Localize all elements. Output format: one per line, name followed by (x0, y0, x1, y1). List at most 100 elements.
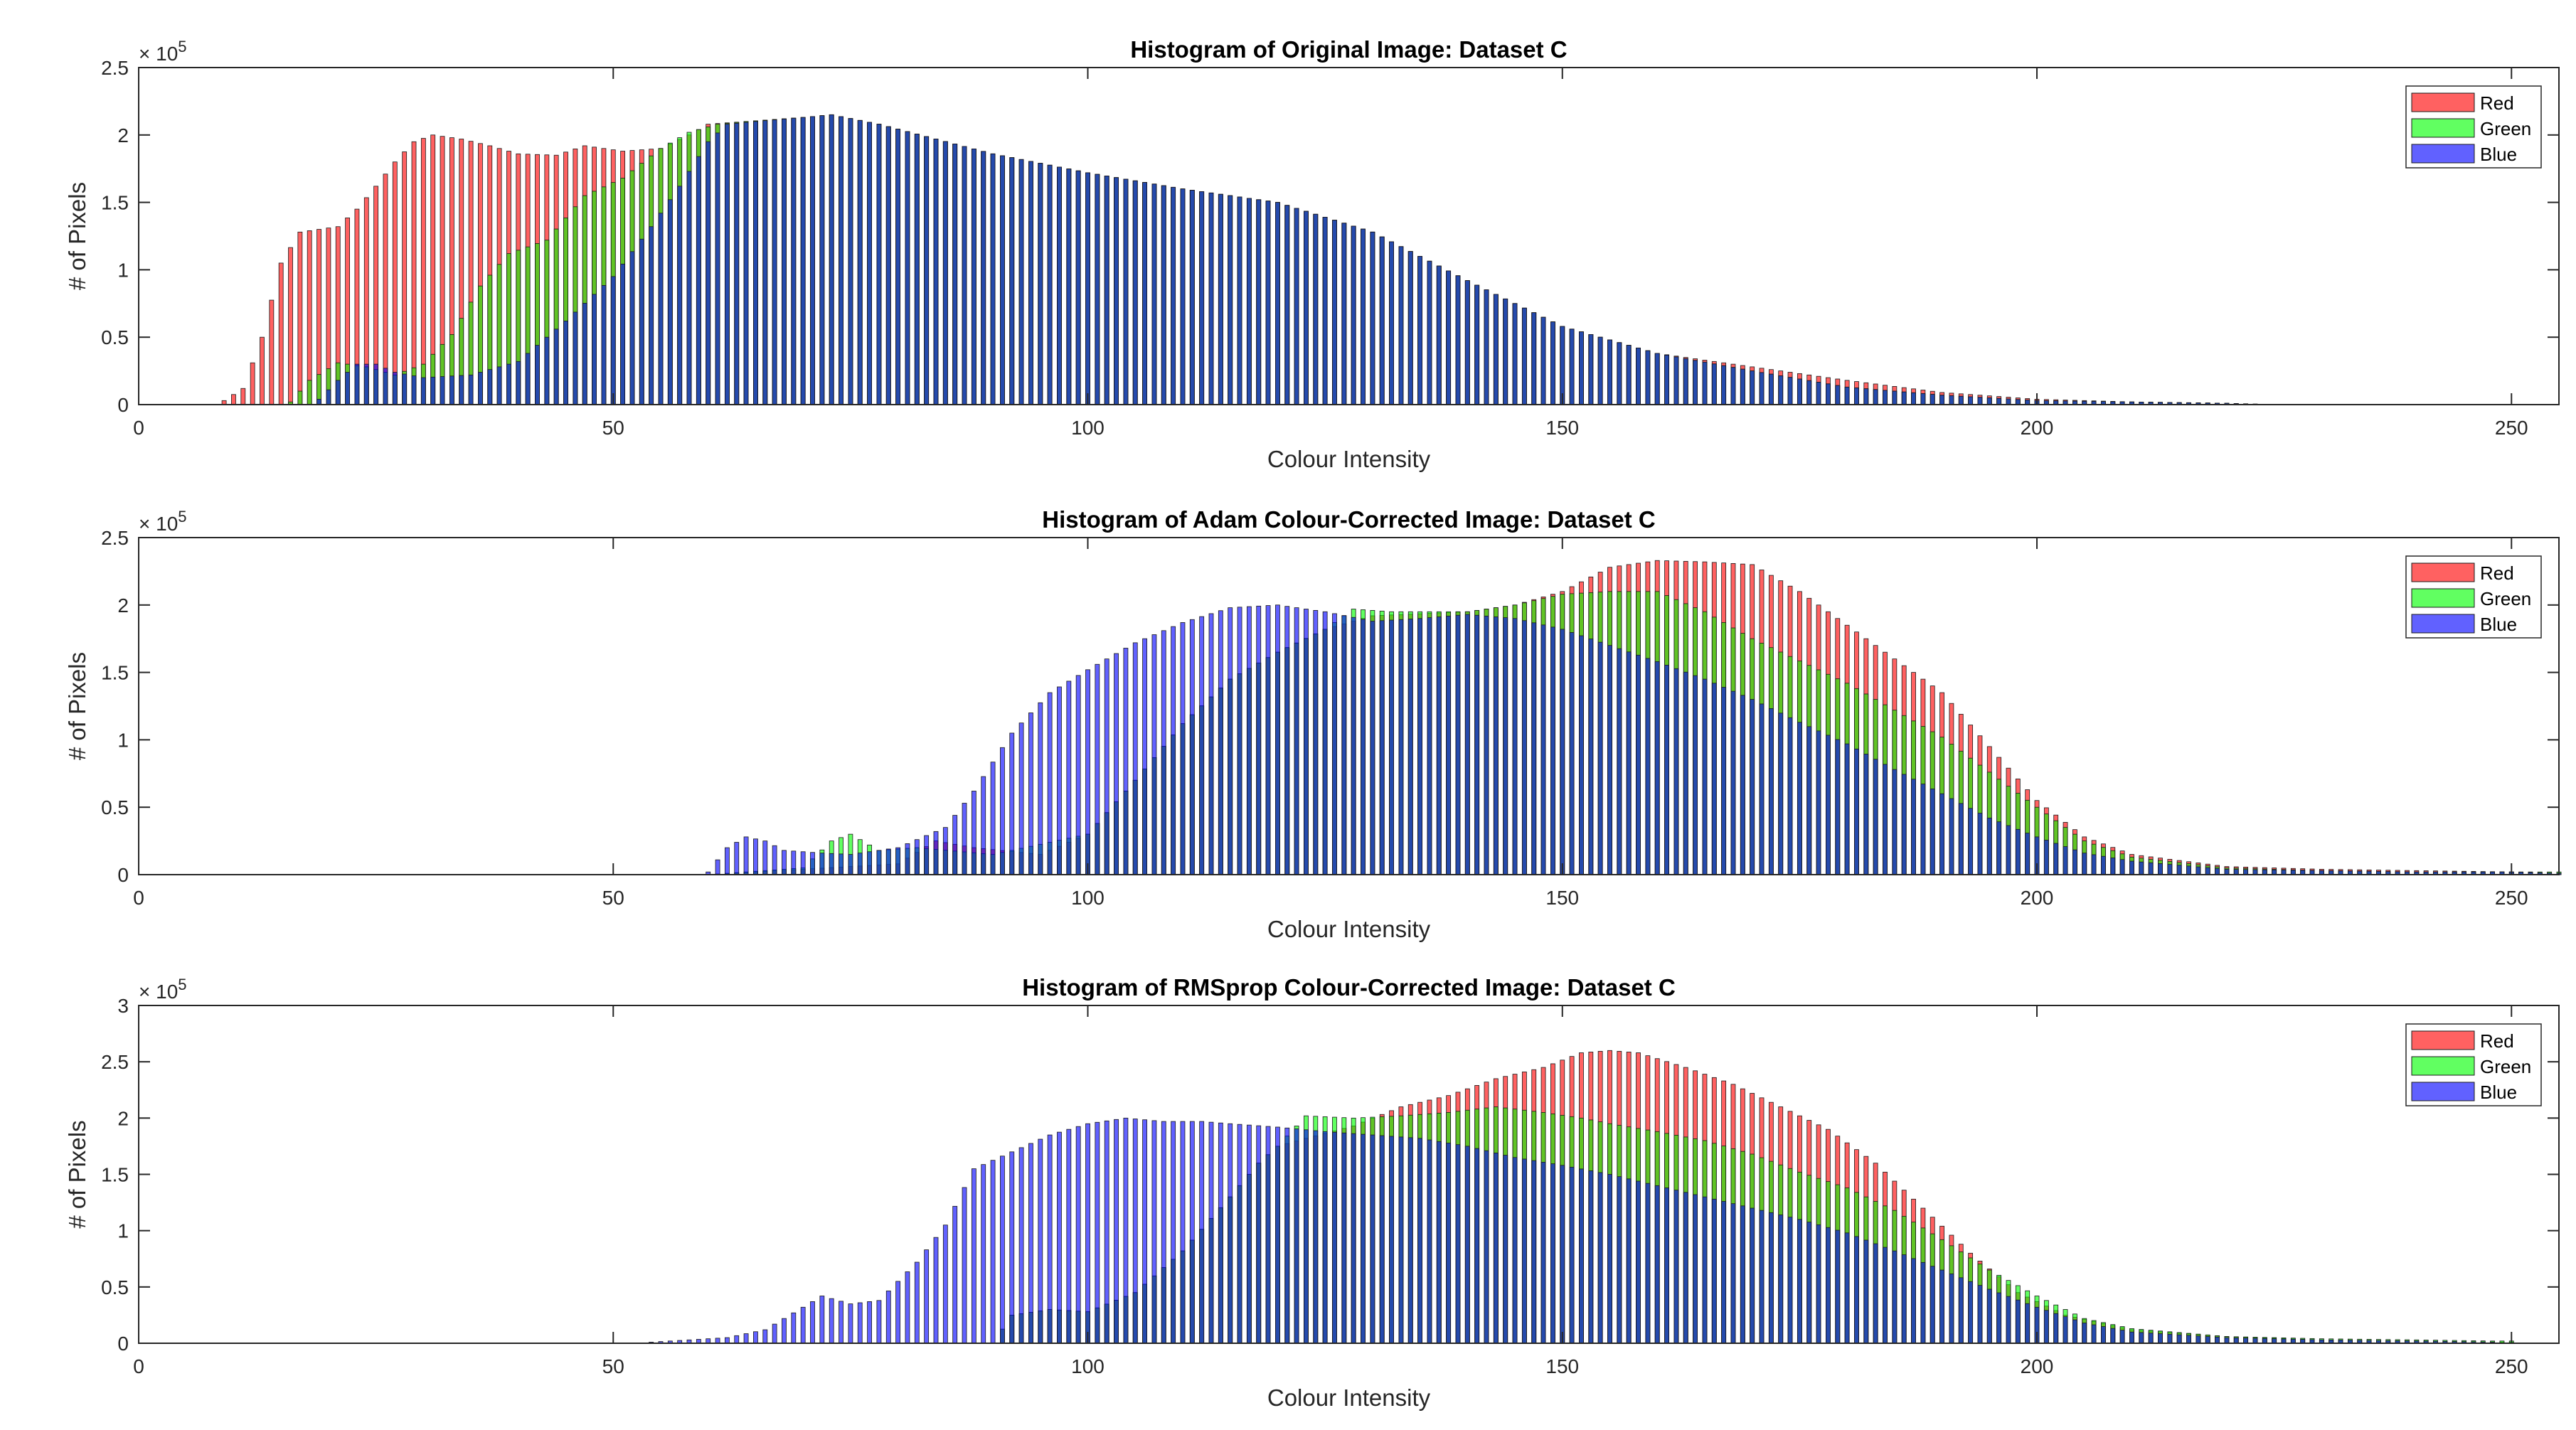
bar-blue-213 (2158, 863, 2163, 875)
bar-blue-146 (1521, 1158, 1527, 1344)
y-exponent-label: × 105 (139, 976, 187, 1003)
bar-blue-182 (1863, 1239, 1869, 1344)
bar-blue-169 (1740, 1205, 1745, 1344)
bar-blue-125 (1322, 1131, 1328, 1344)
bar-blue-188 (1920, 1261, 1926, 1344)
bar-blue-97 (1057, 686, 1062, 875)
bar-blue-78 (876, 1300, 882, 1344)
x-tick-label: 150 (1545, 417, 1579, 439)
bar-blue-129 (1361, 619, 1366, 875)
bar-blue-105 (1132, 180, 1138, 405)
bar-blue-194 (1977, 813, 1983, 875)
legend: Red Green Blue (2405, 555, 2542, 639)
bar-blue-144 (1503, 298, 1508, 405)
bar-blue-196 (1996, 821, 2002, 875)
bar-blue-29 (411, 375, 417, 405)
bar-blue-114 (1218, 610, 1223, 875)
bar-blue-113 (1208, 613, 1214, 875)
bar-blue-21 (335, 380, 341, 405)
histogram-panel-3: 0 50 100 150 200 250 0 0.5 1 1.5 2 2.5 3 × 105 Histogr… (64, 974, 2560, 1411)
chart-title: Histogram of Adam Colour-Corrected Image… (1042, 506, 1655, 533)
bar-blue-91 (1000, 747, 1005, 875)
bar-blue-79 (885, 848, 891, 875)
legend-swatch-red (2411, 562, 2475, 582)
bar-blue-132 (1389, 619, 1394, 875)
bar-blue-43 (544, 336, 550, 405)
bar-blue-182 (1863, 754, 1869, 875)
bar-blue-118 (1256, 605, 1262, 875)
bar-blue-175 (1797, 1219, 1802, 1344)
bar-blue-163 (1683, 358, 1688, 405)
bar-blue-149 (1550, 321, 1555, 405)
bar-blue-174 (1787, 717, 1793, 875)
bar-blue-120 (1275, 604, 1280, 875)
bar-blue-128 (1351, 225, 1356, 405)
bar-blue-84 (933, 1237, 939, 1344)
bar-blue-162 (1673, 1190, 1679, 1344)
bar-blue-89 (981, 776, 986, 875)
bar-blue-147 (1531, 622, 1537, 875)
bar-blue-48 (592, 294, 597, 405)
bar-blue-67 (772, 1323, 777, 1344)
bar-blue-207 (2101, 855, 2106, 875)
x-tick-label: 200 (2021, 887, 2054, 909)
bar-blue-121 (1284, 205, 1290, 405)
bar-blue-116 (1237, 607, 1242, 875)
bar-blue-118 (1256, 199, 1262, 405)
bar-blue-92 (1009, 1151, 1015, 1344)
y-exponent-base: × 10 (139, 513, 178, 535)
bar-blue-98 (1066, 169, 1072, 405)
bar-blue-174 (1787, 377, 1793, 405)
bar-blue-152 (1579, 635, 1584, 875)
bar-blue-183 (1873, 1243, 1878, 1344)
bar-blue-72 (819, 853, 825, 875)
bar-blue-171 (1759, 1210, 1765, 1344)
bar-blue-212 (2148, 1333, 2154, 1344)
bar-blue-193 (1968, 1281, 1974, 1344)
bar-blue-191 (1949, 395, 1954, 405)
bar-blue-195 (1986, 397, 1992, 405)
bar-blue-75 (848, 854, 853, 875)
bar-blue-193 (1968, 808, 1974, 875)
bar-blue-80 (895, 1281, 901, 1344)
bar-blue-69 (791, 117, 797, 405)
bar-blue-96 (1047, 164, 1053, 405)
bar-blue-42 (535, 345, 540, 405)
bar-blue-94 (1028, 1143, 1033, 1344)
bar-blue-121 (1284, 1127, 1290, 1344)
bar-blue-191 (1949, 1274, 1954, 1344)
bar-blue-58 (686, 171, 692, 405)
bar-blue-96 (1047, 1134, 1053, 1344)
bar-blue-151 (1569, 329, 1575, 405)
legend-label-green: Green (2480, 1056, 2531, 1077)
bar-red-28 (402, 151, 408, 405)
bar-red-13 (260, 336, 265, 405)
bar-blue-185 (1892, 1250, 1898, 1344)
bar-blue-110 (1180, 622, 1186, 875)
bar-blue-80 (895, 847, 901, 875)
bar-blue-119 (1265, 605, 1271, 875)
bar-blue-74 (839, 1301, 843, 1344)
axes-box (138, 1005, 2560, 1344)
bar-blue-209 (2119, 859, 2125, 875)
bar-blue-201 (2043, 1310, 2049, 1344)
bar-blue-153 (1588, 1170, 1594, 1344)
bar-blue-185 (1892, 769, 1898, 875)
bar-blue-156 (1617, 648, 1622, 875)
x-tick-label: 100 (1071, 887, 1105, 909)
bar-blue-117 (1246, 606, 1252, 875)
bar-blue-107 (1151, 1120, 1157, 1344)
bar-blue-196 (1996, 397, 2002, 405)
y-tick-label: 2 (117, 1107, 129, 1129)
bar-blue-65 (753, 121, 758, 405)
bar-blue-106 (1142, 1119, 1147, 1344)
plot-area (138, 537, 2560, 875)
bar-blue-64 (743, 1333, 749, 1344)
bar-blue-99 (1075, 675, 1081, 875)
bar-blue-126 (1332, 1131, 1337, 1344)
bar-blue-148 (1540, 1162, 1546, 1344)
bar-blue-187 (1911, 779, 1916, 875)
series-green (1000, 1106, 2514, 1344)
legend-label-red: Red (2480, 562, 2514, 584)
y-tick-label: 0.5 (101, 1276, 129, 1298)
